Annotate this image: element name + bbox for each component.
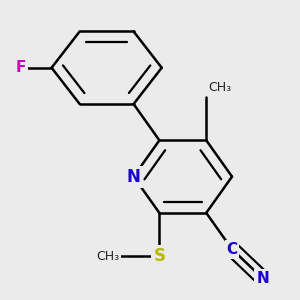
Text: S: S [153, 248, 165, 266]
Text: N: N [256, 271, 269, 286]
Text: F: F [16, 60, 26, 75]
Text: CH₃: CH₃ [208, 81, 232, 94]
Text: N: N [127, 168, 140, 186]
Text: CH₃: CH₃ [96, 250, 119, 263]
Text: C: C [226, 242, 238, 257]
